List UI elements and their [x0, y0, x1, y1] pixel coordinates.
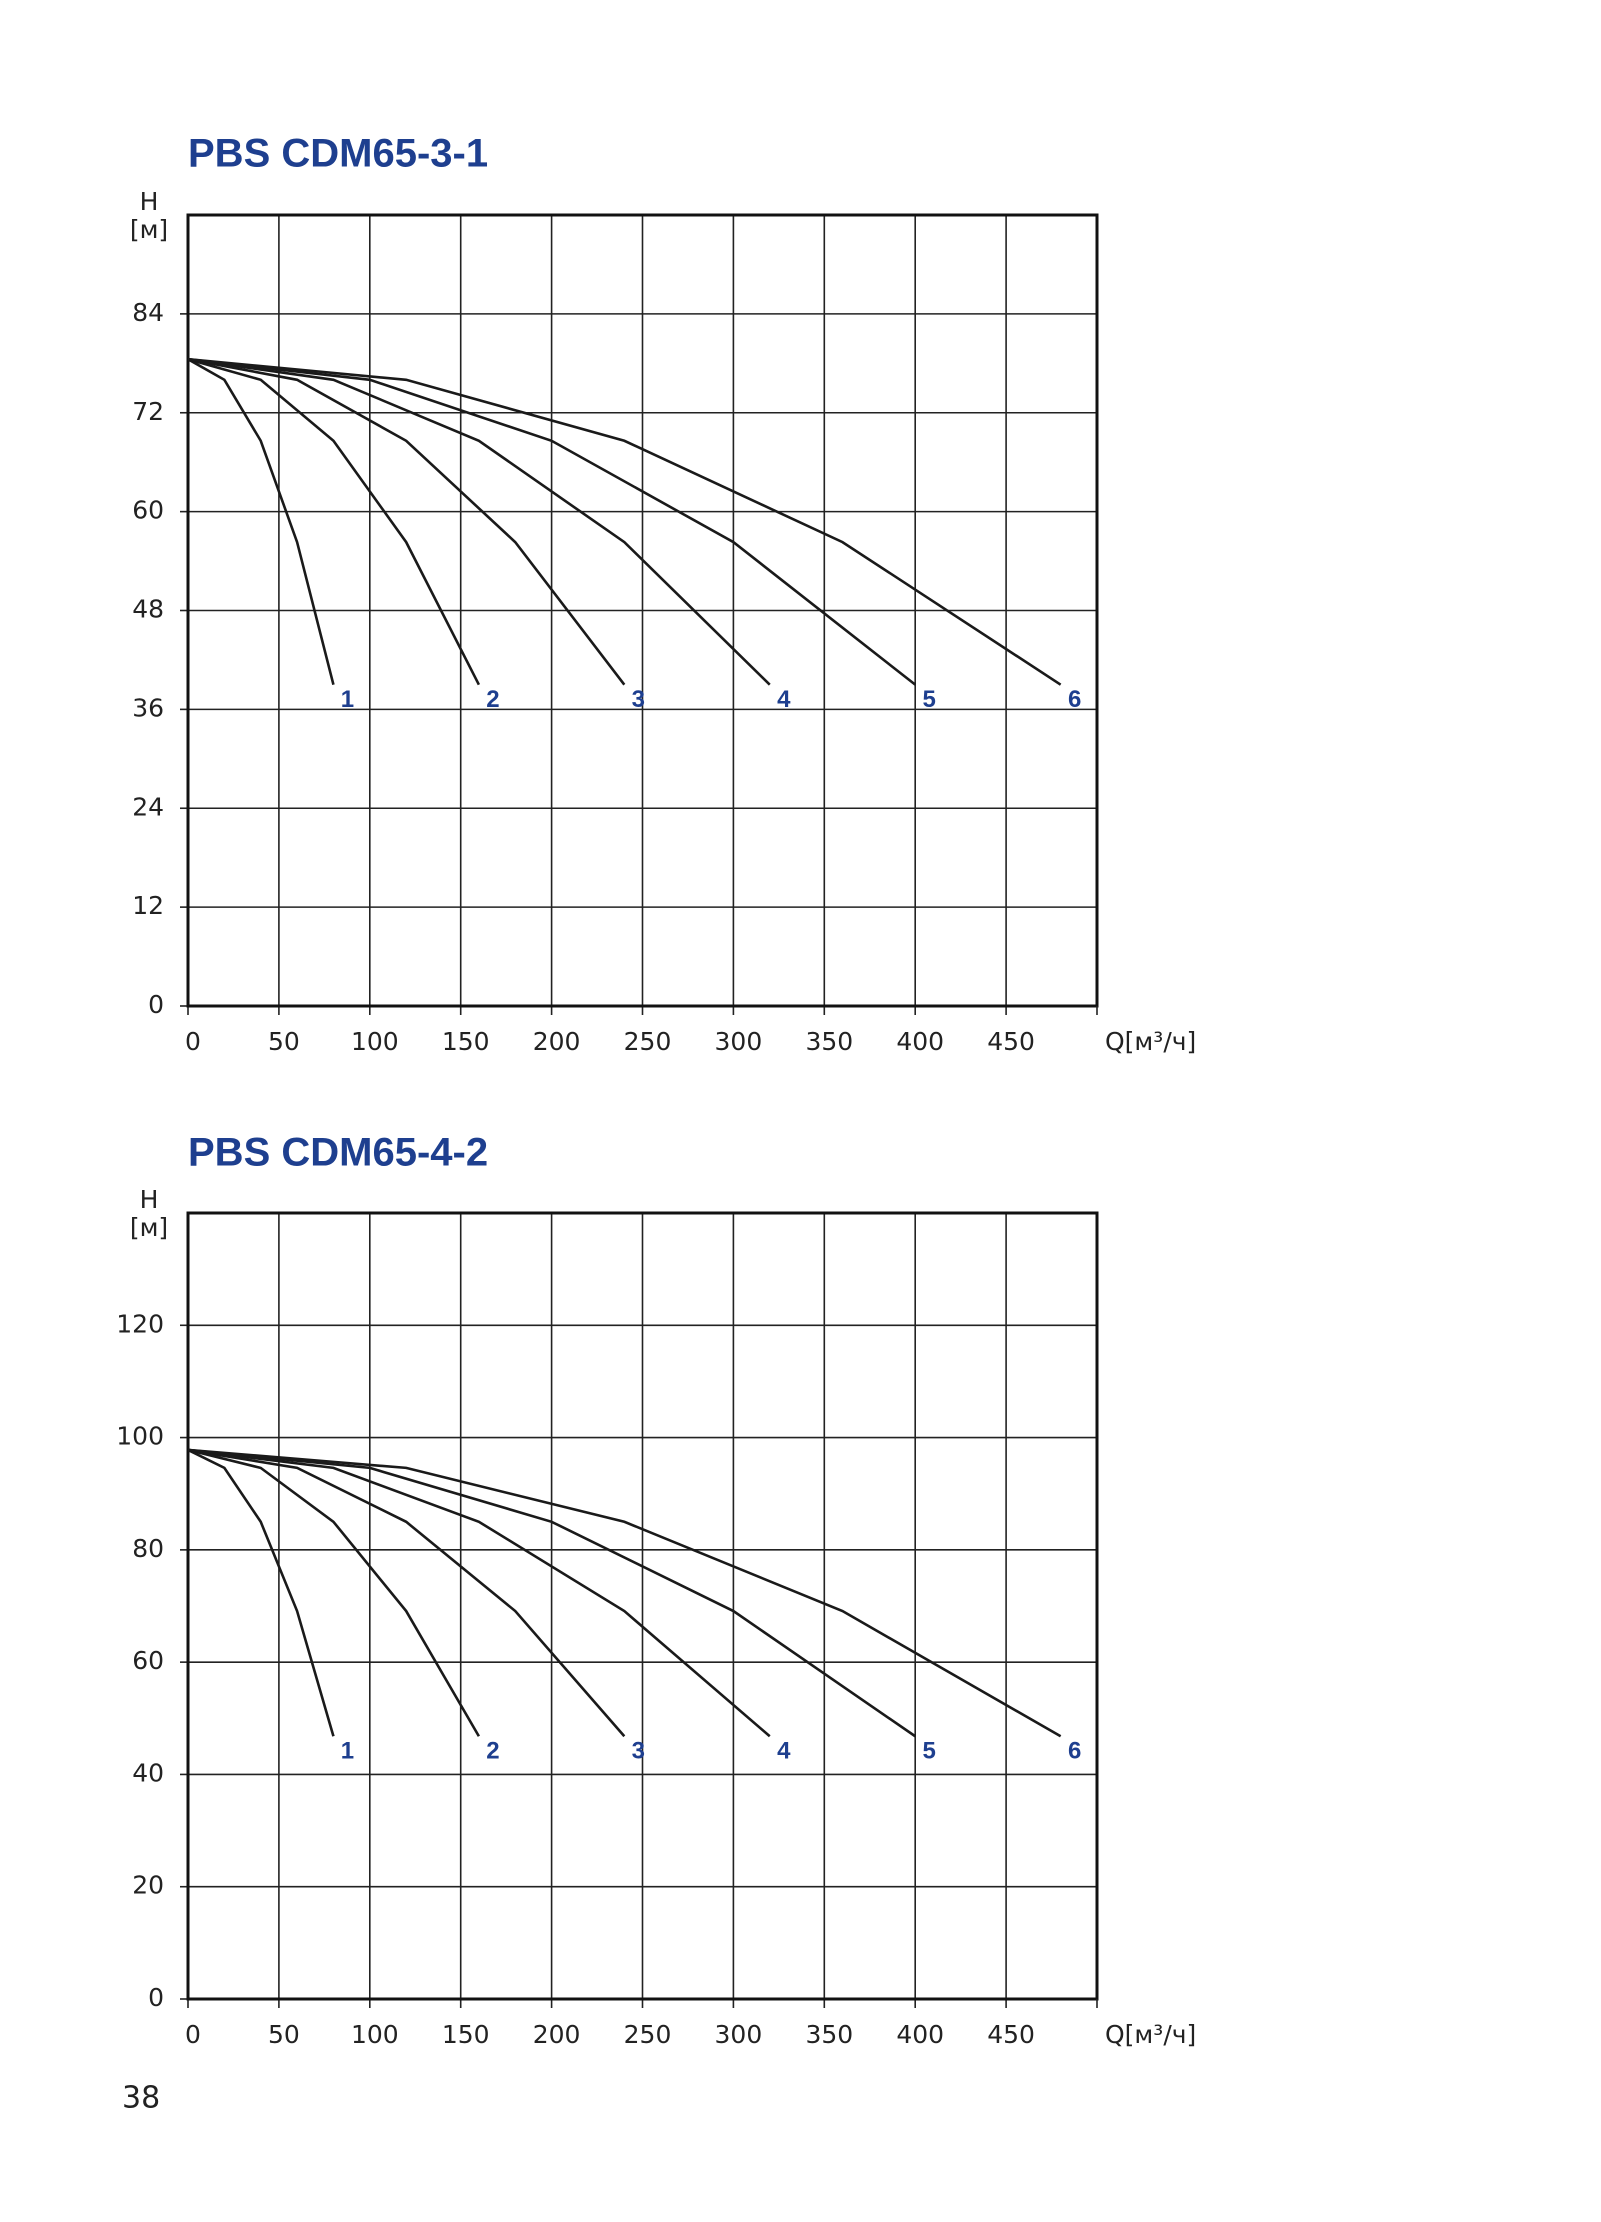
y-tick-label: 84 — [132, 298, 164, 327]
pump-curve — [187, 358, 335, 685]
y-tick-label: 100 — [116, 1422, 164, 1451]
y-tick-label: 72 — [132, 397, 164, 426]
x-tick-label: 450 — [987, 1027, 1035, 1056]
curve-label: 3 — [632, 686, 645, 713]
pump-curve — [187, 1448, 771, 1738]
x-tick-label: 50 — [268, 2020, 300, 2049]
curve-label: 3 — [632, 1738, 645, 1765]
x-tick-label: 300 — [715, 1027, 763, 1056]
curve-label: 5 — [923, 686, 936, 713]
y-tick-label: 12 — [132, 891, 164, 920]
page-number: 38 — [122, 2081, 160, 2116]
plot-frame — [186, 213, 1099, 1008]
x-axis-label: Q[м³/ч] — [1105, 2020, 1196, 2049]
chart-title: PBS CDM65-4-2 — [188, 1131, 488, 1175]
y-axis-unit: [м] — [130, 215, 168, 244]
pump-curve — [187, 357, 626, 686]
chart-title: PBS CDM65-3-1 — [188, 132, 488, 176]
y-tick-label: 60 — [132, 1646, 164, 1675]
y-tick-label: 48 — [132, 595, 164, 624]
pump-curve — [187, 1448, 1062, 1738]
x-tick-label: 200 — [533, 2020, 581, 2049]
y-tick-label: 0 — [148, 1983, 164, 2012]
plot-frame — [186, 1211, 1099, 2001]
curve-label: 6 — [1068, 686, 1081, 713]
x-tick-label: 300 — [715, 2020, 763, 2049]
x-tick-label: 250 — [624, 2020, 672, 2049]
x-tick-label: 350 — [805, 2020, 853, 2049]
x-tick-label: 400 — [896, 1027, 944, 1056]
x-tick-label: 150 — [442, 2020, 490, 2049]
pump-curve — [187, 1448, 916, 1738]
curve-label: 1 — [341, 1738, 354, 1765]
x-tick-label: 450 — [987, 2020, 1035, 2049]
x-tick-label: 0 — [185, 2020, 201, 2049]
y-axis-label: H — [140, 187, 159, 216]
y-tick-label: 60 — [132, 496, 164, 525]
curve-label: 5 — [923, 1738, 936, 1765]
y-tick-label: 20 — [132, 1871, 164, 1900]
pump-curve — [187, 357, 1062, 686]
y-axis-label: H — [140, 1185, 159, 1214]
y-axis-unit: [м] — [130, 1213, 168, 1242]
curve-label: 6 — [1068, 1738, 1081, 1765]
curve-label: 1 — [341, 686, 354, 713]
x-axis-label: Q[м³/ч] — [1105, 1027, 1196, 1056]
x-tick-label: 150 — [442, 1027, 490, 1056]
x-tick-label: 400 — [896, 2020, 944, 2049]
x-tick-label: 350 — [805, 1027, 853, 1056]
pump-curve — [187, 357, 771, 686]
y-tick-label: 40 — [132, 1758, 164, 1787]
x-tick-label: 0 — [185, 1027, 201, 1056]
pump-curve — [187, 357, 917, 686]
y-tick-label: 80 — [132, 1534, 164, 1563]
y-tick-label: 24 — [132, 792, 164, 821]
curve-label: 4 — [777, 1738, 791, 1765]
y-tick-label: 36 — [132, 693, 164, 722]
pump-curve — [187, 1448, 335, 1737]
x-tick-label: 50 — [268, 1027, 300, 1056]
x-tick-label: 250 — [624, 1027, 672, 1056]
y-tick-label: 0 — [148, 990, 164, 1019]
pump-curve — [187, 1448, 481, 1737]
pump-curve — [187, 1448, 626, 1738]
curve-label: 4 — [777, 686, 791, 713]
x-tick-label: 100 — [351, 2020, 399, 2049]
pump-curve — [187, 357, 481, 686]
curve-label: 2 — [486, 686, 499, 713]
curve-label: 2 — [486, 1738, 499, 1765]
y-tick-label: 120 — [116, 1309, 164, 1338]
x-tick-label: 100 — [351, 1027, 399, 1056]
x-tick-label: 200 — [533, 1027, 581, 1056]
